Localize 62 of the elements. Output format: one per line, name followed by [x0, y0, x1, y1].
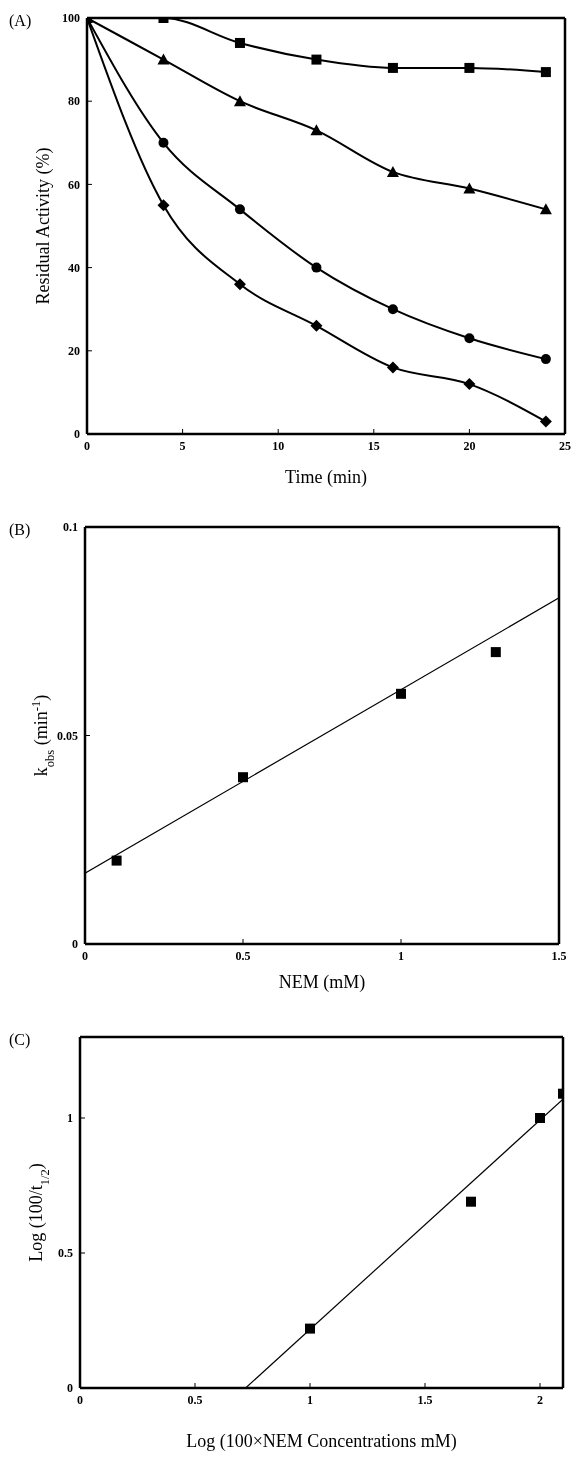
- chart-title: (A): [9, 12, 32, 30]
- y-tick-label: 0.05: [57, 728, 78, 743]
- y-tick-label: 80: [68, 94, 80, 109]
- point: [463, 182, 476, 194]
- y-tick-label: 40: [68, 260, 80, 275]
- y-tick-label: 20: [68, 344, 80, 359]
- point: [310, 124, 323, 136]
- y-tick-label: 1: [67, 1111, 73, 1126]
- point: [311, 262, 322, 273]
- point: [233, 95, 246, 107]
- point: [311, 54, 322, 65]
- point: [233, 278, 246, 291]
- chart-title: (C): [9, 1031, 31, 1049]
- point: [535, 1113, 545, 1123]
- point: [463, 378, 476, 391]
- x-tick-label: 1.5: [417, 1392, 433, 1407]
- point: [387, 62, 398, 73]
- point: [158, 137, 169, 148]
- x-axis-title: Time (min): [285, 467, 367, 488]
- x-axis-title: Log (100×NEM Concentrations mM): [186, 1431, 457, 1452]
- point: [386, 165, 399, 177]
- point: [539, 203, 552, 215]
- x-tick-label: 0.5: [187, 1392, 203, 1407]
- point: [238, 772, 248, 783]
- x-tick-label: 25: [559, 438, 571, 453]
- x-tick-label: 5: [179, 438, 186, 453]
- x-tick-label: 15: [367, 438, 380, 453]
- x-axis-title: NEM (mM): [278, 972, 366, 993]
- point: [111, 855, 122, 866]
- chart-title: (B): [9, 521, 31, 539]
- point: [234, 204, 245, 215]
- point: [310, 319, 323, 332]
- y-tick-label: 0: [72, 937, 78, 952]
- point: [490, 647, 501, 658]
- point: [157, 199, 170, 212]
- point: [540, 354, 551, 365]
- x-tick-label: 20: [463, 438, 476, 453]
- x-tick-label: 0.5: [235, 948, 251, 963]
- y-axis-title: Residual Activity (%): [33, 147, 54, 305]
- y-tick-label: 100: [62, 11, 80, 26]
- y-tick-label: 0: [67, 1381, 73, 1396]
- point: [396, 688, 406, 699]
- x-tick-label: 1: [398, 948, 404, 963]
- x-tick-label: 1.5: [551, 948, 567, 963]
- point: [540, 67, 551, 78]
- y-tick-label: 0: [74, 427, 80, 442]
- point: [387, 304, 398, 315]
- y-tick-label: 0.1: [63, 520, 78, 535]
- point: [157, 53, 170, 65]
- x-tick-label: 0: [84, 438, 90, 453]
- point: [386, 361, 399, 374]
- x-tick-label: 10: [272, 438, 285, 453]
- point: [464, 62, 475, 73]
- x-tick-label: 1: [307, 1392, 313, 1407]
- point: [539, 415, 552, 428]
- point: [466, 1196, 476, 1207]
- point: [305, 1323, 315, 1334]
- y-tick-label: 0.5: [58, 1246, 73, 1261]
- point: [234, 37, 245, 48]
- y-tick-label: 60: [68, 177, 80, 192]
- point: [464, 333, 475, 344]
- x-tick-label: 2: [537, 1392, 543, 1407]
